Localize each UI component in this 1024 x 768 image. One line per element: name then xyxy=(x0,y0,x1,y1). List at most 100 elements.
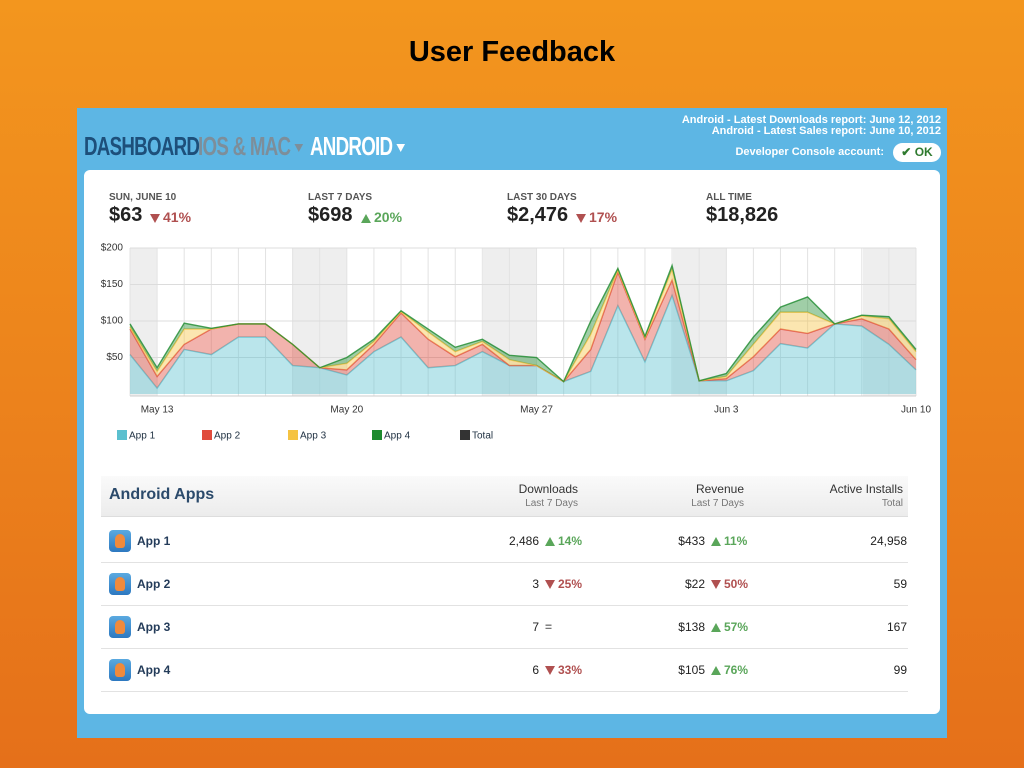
stat-value: $18,826 xyxy=(706,204,779,226)
change-text: 14% xyxy=(558,534,583,548)
column-title: Active Installs xyxy=(829,482,903,496)
installs: 24,958 xyxy=(870,534,907,548)
installs: 59 xyxy=(893,577,907,591)
x-tick-label: Jun 10 xyxy=(901,405,931,416)
y-tick-label: $200 xyxy=(101,243,124,254)
stat-value: $698 xyxy=(308,204,353,226)
app-name: App 3 xyxy=(137,620,171,634)
stat-label: LAST 30 DAYS xyxy=(507,192,577,203)
revenue: $138 xyxy=(678,620,705,634)
table-title: Android Apps xyxy=(109,486,215,503)
change: 17% xyxy=(576,209,617,225)
x-tick-label: Jun 3 xyxy=(714,405,739,416)
report-line: Android - Latest Sales report: June 10, … xyxy=(712,125,941,137)
x-tick-label: May 13 xyxy=(141,405,174,416)
column-subtitle: Last 7 Days xyxy=(525,498,578,509)
legend-swatch xyxy=(202,430,212,440)
legend-label: App 4 xyxy=(384,431,411,442)
change: 33% xyxy=(545,663,582,677)
change: 14% xyxy=(545,534,582,548)
column-title: Revenue xyxy=(695,482,744,496)
legend-label: App 3 xyxy=(300,431,327,442)
change-text: 50% xyxy=(724,577,749,591)
change: 76% xyxy=(711,663,748,677)
ok-text: OK xyxy=(914,145,933,159)
nav-dashboard[interactable]: DASHBOARD xyxy=(84,131,200,162)
caret xyxy=(396,144,406,153)
stat-label: SUN, JUNE 10 xyxy=(109,192,177,203)
app-icon xyxy=(109,573,131,595)
change-arrow xyxy=(545,580,555,590)
caret xyxy=(294,144,304,153)
area xyxy=(130,265,916,382)
change: = xyxy=(545,620,552,634)
app-icon xyxy=(109,616,131,638)
nav-label: IOS & MAC xyxy=(198,131,291,161)
change: 41% xyxy=(150,209,191,225)
y-tick-label: $150 xyxy=(101,279,124,290)
change-text: 57% xyxy=(724,620,749,634)
report-label: Android - Latest Downloads report: xyxy=(681,114,867,126)
downloads: 3 xyxy=(532,577,539,591)
change-text: = xyxy=(545,620,553,634)
report-value: June 10, 2012 xyxy=(869,125,941,137)
column-subtitle: Last 7 Days xyxy=(691,498,744,509)
change-text: 20% xyxy=(374,209,403,225)
change-arrow xyxy=(361,213,371,223)
change-arrow xyxy=(711,623,721,633)
change-text: 76% xyxy=(724,663,749,677)
legend-swatch xyxy=(372,430,382,440)
row-separator xyxy=(101,691,908,692)
change-text: 17% xyxy=(589,209,618,225)
legend-label: Total xyxy=(472,431,493,442)
ok-badge: ✔ OK xyxy=(893,143,941,162)
nav-label: DASHBOARD xyxy=(84,131,200,161)
nav-android[interactable]: ANDROID xyxy=(310,131,406,162)
weekend-band xyxy=(483,248,537,396)
change: 11% xyxy=(711,534,747,548)
y-tick-label: $100 xyxy=(101,316,124,327)
report-line: Android - Latest Downloads report: June … xyxy=(682,114,941,126)
y-tick-label: $50 xyxy=(106,352,123,363)
change-arrow xyxy=(545,537,555,547)
legend-label: App 2 xyxy=(214,431,241,442)
table-header xyxy=(101,476,908,517)
report-label: Developer Console account: xyxy=(735,146,884,158)
nav-label: ANDROID xyxy=(310,131,393,161)
column-subtitle: Total xyxy=(881,498,903,509)
change-text: 33% xyxy=(558,663,583,677)
revenue: $433 xyxy=(678,534,705,548)
change-arrow xyxy=(545,666,555,676)
stat-value: $2,476 xyxy=(507,204,569,226)
stat-label: ALL TIME xyxy=(706,192,752,203)
x-tick-label: May 27 xyxy=(520,405,553,416)
change-text: 11% xyxy=(724,534,748,548)
row-separator xyxy=(101,648,908,649)
area xyxy=(130,295,916,394)
nav-ios[interactable]: IOS & MAC xyxy=(198,131,304,162)
report-value: June 12, 2012 xyxy=(869,114,941,126)
legend-swatch xyxy=(117,430,127,440)
app-icon xyxy=(109,659,131,681)
change-arrow xyxy=(150,213,160,223)
change-arrow xyxy=(711,666,721,676)
app-name: App 4 xyxy=(137,663,171,677)
slide-title: User Feedback xyxy=(408,36,616,68)
stat-label: LAST 7 DAYS xyxy=(308,192,373,203)
change-text: 41% xyxy=(163,209,192,225)
change-arrow xyxy=(711,537,721,547)
change-text: 25% xyxy=(558,577,583,591)
legend-swatch xyxy=(288,430,298,440)
legend-label: App 1 xyxy=(129,431,156,442)
downloads: 6 xyxy=(532,663,539,677)
app-name: App 1 xyxy=(137,534,171,548)
change: 25% xyxy=(545,577,582,591)
downloads: 2,486 xyxy=(508,534,539,548)
downloads: 7 xyxy=(532,620,539,634)
stat-value: $63 xyxy=(109,204,143,226)
app-icon xyxy=(109,530,131,552)
revenue: $22 xyxy=(684,577,705,591)
installs: 167 xyxy=(886,620,907,634)
